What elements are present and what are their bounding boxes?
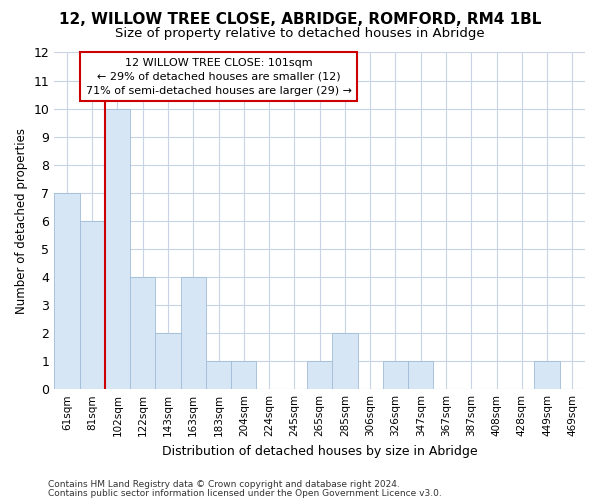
X-axis label: Distribution of detached houses by size in Abridge: Distribution of detached houses by size … — [162, 444, 478, 458]
Bar — [130, 277, 155, 389]
Bar — [535, 361, 560, 389]
Bar — [307, 361, 332, 389]
Bar — [332, 333, 358, 389]
Bar — [54, 193, 80, 389]
Text: Contains HM Land Registry data © Crown copyright and database right 2024.: Contains HM Land Registry data © Crown c… — [48, 480, 400, 489]
Bar — [206, 361, 231, 389]
Bar — [408, 361, 433, 389]
Bar — [80, 221, 105, 389]
Bar — [105, 108, 130, 389]
Text: Size of property relative to detached houses in Abridge: Size of property relative to detached ho… — [115, 28, 485, 40]
Bar — [181, 277, 206, 389]
Bar — [155, 333, 181, 389]
Bar — [383, 361, 408, 389]
Bar — [231, 361, 256, 389]
Text: 12, WILLOW TREE CLOSE, ABRIDGE, ROMFORD, RM4 1BL: 12, WILLOW TREE CLOSE, ABRIDGE, ROMFORD,… — [59, 12, 541, 28]
Y-axis label: Number of detached properties: Number of detached properties — [15, 128, 28, 314]
Text: Contains public sector information licensed under the Open Government Licence v3: Contains public sector information licen… — [48, 489, 442, 498]
Text: 12 WILLOW TREE CLOSE: 101sqm
← 29% of detached houses are smaller (12)
71% of se: 12 WILLOW TREE CLOSE: 101sqm ← 29% of de… — [86, 58, 352, 96]
